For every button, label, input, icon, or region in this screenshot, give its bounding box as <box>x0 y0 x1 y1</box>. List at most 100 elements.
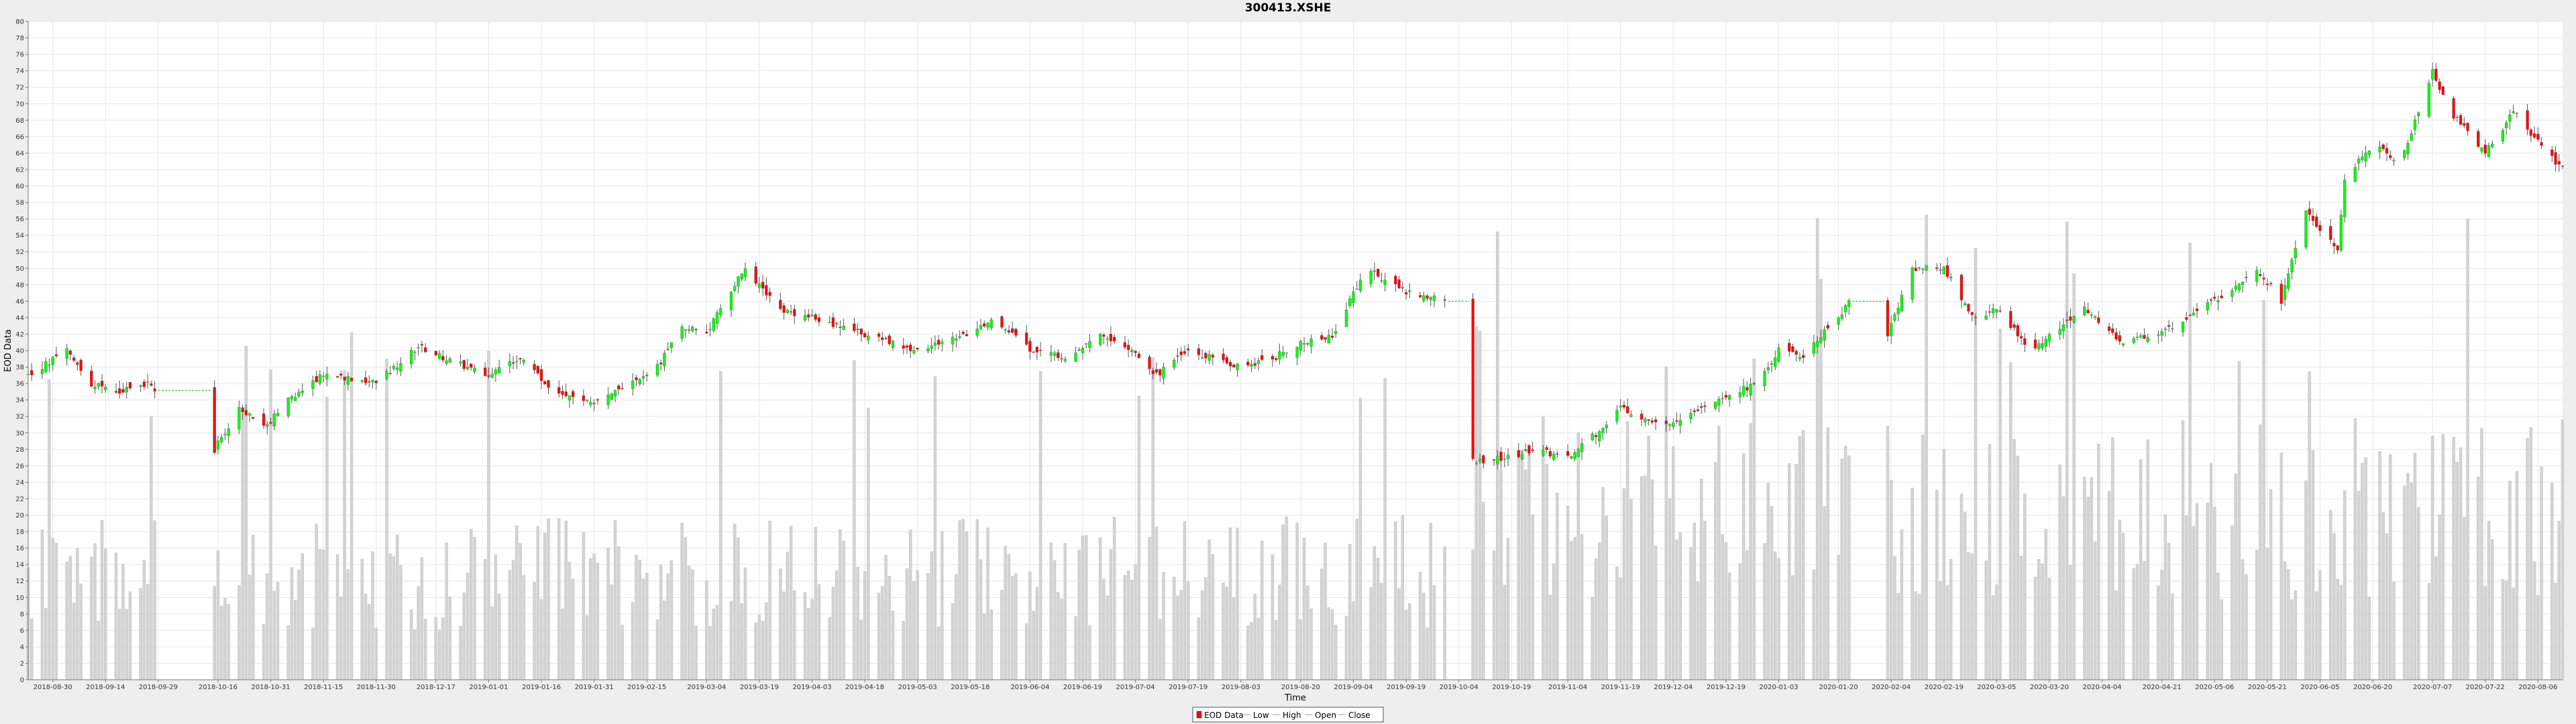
volume-bar <box>368 603 371 680</box>
candle-body <box>2290 259 2294 273</box>
candle-body <box>2287 273 2290 289</box>
x-tick-label: 2019-01-01 <box>469 684 508 691</box>
volume-bar <box>1228 527 1232 680</box>
candle-body <box>490 373 494 378</box>
candle-body <box>2083 306 2086 316</box>
volume-bar <box>371 551 374 680</box>
volume-bar <box>1250 621 1253 680</box>
candle-body <box>104 387 107 390</box>
volume-bar <box>1503 585 1506 680</box>
volume-bar <box>1675 540 1678 680</box>
x-tick-label: 2018-09-29 <box>139 684 178 691</box>
volume-bar <box>941 531 944 680</box>
candle-body <box>793 309 796 316</box>
volume-bar <box>926 573 930 680</box>
volume-bar <box>385 359 388 680</box>
candle-body <box>965 334 969 337</box>
volume-bar <box>761 621 765 680</box>
candle-body <box>1517 450 1520 457</box>
volume-bar <box>2132 568 2135 680</box>
volume-bar <box>1134 564 1137 680</box>
volume-bar <box>930 551 933 680</box>
volume-bar <box>1200 590 1204 680</box>
candle-body <box>1714 402 1717 409</box>
candle-body <box>2185 317 2188 320</box>
volume-bar <box>420 557 424 680</box>
candle-body <box>606 394 610 406</box>
volume-bar <box>2093 542 2097 680</box>
candle-body <box>1134 351 1137 353</box>
volume-bar <box>793 590 796 680</box>
candle-body <box>733 286 737 292</box>
volume-bar <box>1556 493 1559 680</box>
y-tick-label: 2 <box>20 660 24 668</box>
volume-bar <box>2255 550 2259 680</box>
x-tick-label: 2019-02-15 <box>627 684 666 691</box>
volume-bar <box>1253 593 1256 680</box>
candle-body <box>1668 424 1672 426</box>
candle-body <box>1380 280 1383 282</box>
candle-body <box>497 367 501 373</box>
volume-bar <box>2012 439 2016 680</box>
candle-body <box>1187 349 1190 351</box>
candle-body <box>1478 459 1482 462</box>
volume-bar <box>1576 432 1580 680</box>
candle-body <box>2237 284 2241 291</box>
chart-title: 300413.XSHE <box>1245 1 1332 15</box>
volume-bar <box>1085 535 1088 680</box>
candle-body <box>2058 328 2061 335</box>
volume-bar <box>1545 463 1548 680</box>
candle-body <box>2455 117 2459 118</box>
candle-body <box>2111 328 2114 333</box>
volume-bar <box>473 537 476 680</box>
volume-bar <box>459 625 462 680</box>
volume-bar <box>269 369 272 680</box>
volume-bar <box>1404 609 1408 680</box>
volume-bar <box>1668 498 1672 680</box>
candle-body <box>1028 341 1032 352</box>
candle-body <box>694 328 698 330</box>
candle-body <box>655 364 659 376</box>
candle-body <box>1619 406 1622 408</box>
volume-bar <box>803 592 807 680</box>
volume-bar <box>2114 590 2118 680</box>
volume-bar <box>680 522 684 680</box>
candle-body <box>1763 371 1766 386</box>
volume-bar <box>490 606 494 680</box>
candle-body <box>413 351 417 353</box>
candle-body <box>2181 321 2185 333</box>
y-tick-label: 28 <box>15 446 24 454</box>
candle-body <box>1222 353 1225 361</box>
y-tick-label: 68 <box>15 117 24 125</box>
volume-bar <box>2427 583 2431 680</box>
volume-bar <box>1057 591 1060 680</box>
candle-body <box>1162 367 1165 379</box>
candle-body <box>1330 336 1334 338</box>
volume-bar <box>1893 556 1896 680</box>
candle-body <box>2231 290 2234 297</box>
volume-bar <box>1320 568 1324 680</box>
volume-bar <box>1176 595 1179 680</box>
volume-bar <box>1900 529 1904 680</box>
x-tick-label: 2018-10-31 <box>251 684 290 691</box>
volume-bar <box>1126 570 1130 680</box>
candle-body <box>1717 398 1721 406</box>
candle-body <box>494 369 498 375</box>
candle-body <box>585 400 589 402</box>
volume-bar <box>1376 558 1380 680</box>
candle-body <box>368 381 371 383</box>
volume-bar <box>1004 546 1007 680</box>
volume-bar <box>1038 371 1042 680</box>
candle-body <box>1788 343 1791 352</box>
y-tick-label: 70 <box>15 101 24 108</box>
y-tick-label: 56 <box>15 216 24 223</box>
volume-bar <box>2504 580 2508 680</box>
volume-bar <box>909 529 912 680</box>
volume-bar <box>1137 396 1141 680</box>
candle-body <box>1302 343 1306 345</box>
volume-bar <box>979 559 983 680</box>
candle-body <box>2146 337 2149 343</box>
candle-body <box>1794 351 1798 355</box>
candle-body <box>557 387 561 394</box>
candle-body <box>1383 280 1387 286</box>
